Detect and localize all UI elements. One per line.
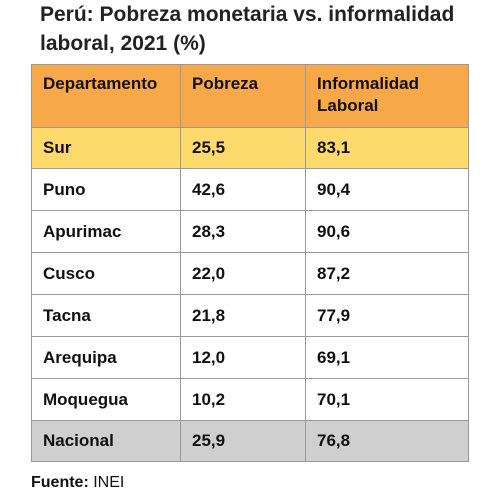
column-header-departamento: Departamento bbox=[31, 64, 181, 128]
cell-pobreza: 10,2 bbox=[180, 378, 306, 421]
source-note: Fuente: INEI bbox=[31, 474, 124, 492]
table-header-row: Departamento Pobreza Informalidad Labora… bbox=[31, 64, 469, 128]
table-row: Arequipa 12,0 69,1 bbox=[31, 336, 469, 379]
cell-pobreza: 25,9 bbox=[180, 420, 306, 462]
cell-pobreza: 42,6 bbox=[180, 168, 306, 211]
cell-informalidad: 76,8 bbox=[305, 420, 469, 462]
source-value: INEI bbox=[93, 474, 125, 491]
cell-pobreza: 28,3 bbox=[180, 210, 306, 253]
table-row: Moquegua 10,2 70,1 bbox=[31, 378, 469, 421]
page-title: Perú: Pobreza monetaria vs. informalidad… bbox=[40, 3, 455, 55]
column-header-informalidad: Informalidad Laboral bbox=[305, 64, 469, 128]
table-row: Cusco 22,0 87,2 bbox=[31, 252, 469, 295]
cell-pobreza: 21,8 bbox=[180, 294, 306, 337]
table-row: Tacna 21,8 77,9 bbox=[31, 294, 469, 337]
column-header-pobreza: Pobreza bbox=[180, 64, 306, 128]
table-row: Puno 42,6 90,4 bbox=[31, 168, 469, 211]
cell-departamento: Nacional bbox=[31, 420, 181, 462]
cell-informalidad: 90,4 bbox=[305, 168, 469, 211]
cell-departamento: Apurimac bbox=[31, 210, 181, 253]
cell-departamento: Arequipa bbox=[31, 336, 181, 379]
table-row-nacional: Nacional 25,9 76,8 bbox=[31, 420, 469, 462]
cell-informalidad: 90,6 bbox=[305, 210, 469, 253]
cell-departamento: Moquegua bbox=[31, 378, 181, 421]
cell-departamento: Puno bbox=[31, 168, 181, 211]
data-table: Departamento Pobreza Informalidad Labora… bbox=[31, 64, 469, 462]
table-row-sur: Sur 25,5 83,1 bbox=[31, 127, 469, 169]
cell-informalidad: 69,1 bbox=[305, 336, 469, 379]
cell-informalidad: 77,9 bbox=[305, 294, 469, 337]
cell-pobreza: 25,5 bbox=[180, 127, 306, 169]
cell-pobreza: 12,0 bbox=[180, 336, 306, 379]
cell-departamento: Tacna bbox=[31, 294, 181, 337]
source-label: Fuente: bbox=[31, 474, 89, 491]
cell-informalidad: 83,1 bbox=[305, 127, 469, 169]
cell-informalidad: 70,1 bbox=[305, 378, 469, 421]
cell-departamento: Cusco bbox=[31, 252, 181, 295]
cell-informalidad: 87,2 bbox=[305, 252, 469, 295]
cell-pobreza: 22,0 bbox=[180, 252, 306, 295]
table-row: Apurimac 28,3 90,6 bbox=[31, 210, 469, 253]
cell-departamento: Sur bbox=[31, 127, 181, 169]
